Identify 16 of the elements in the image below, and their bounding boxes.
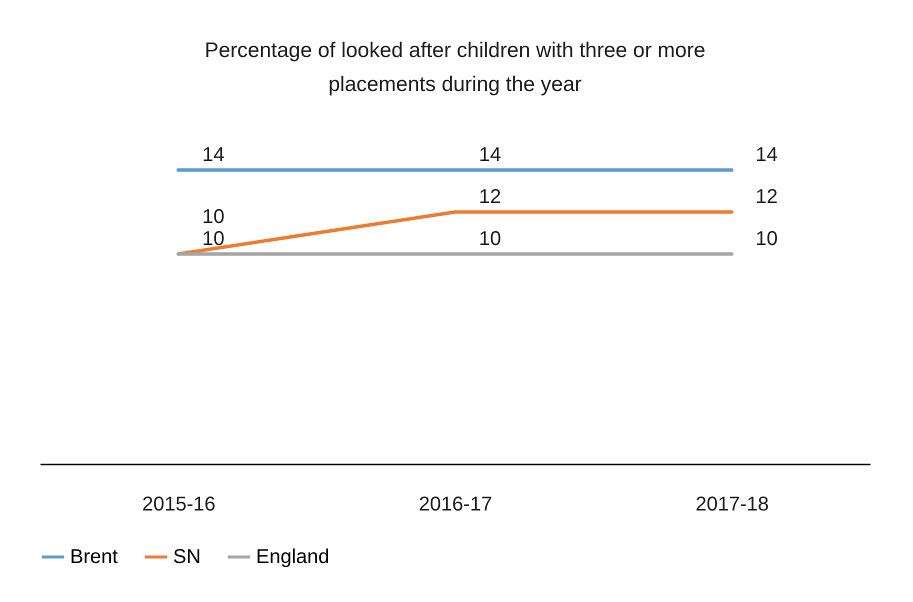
data-label: 10 <box>478 228 502 250</box>
data-label: 10 <box>756 228 778 250</box>
x-tick-label: 2015-16 <box>142 494 216 516</box>
data-label: 12 <box>478 186 502 208</box>
legend-label: SN <box>173 546 201 568</box>
data-label: 14 <box>478 144 502 166</box>
data-label: 14 <box>756 144 778 166</box>
data-label: 10 <box>202 206 224 228</box>
legend-label: Brent <box>70 546 118 568</box>
legend-label: England <box>256 546 330 568</box>
x-tick-label: 2016-17 <box>418 494 492 516</box>
data-label: 12 <box>756 186 778 208</box>
data-label: 14 <box>202 144 224 166</box>
x-tick-label: 2017-18 <box>695 494 769 516</box>
data-label: 10 <box>202 228 224 250</box>
chart-title: Percentage of looked after children with three or more placements during the year <box>204 39 706 96</box>
